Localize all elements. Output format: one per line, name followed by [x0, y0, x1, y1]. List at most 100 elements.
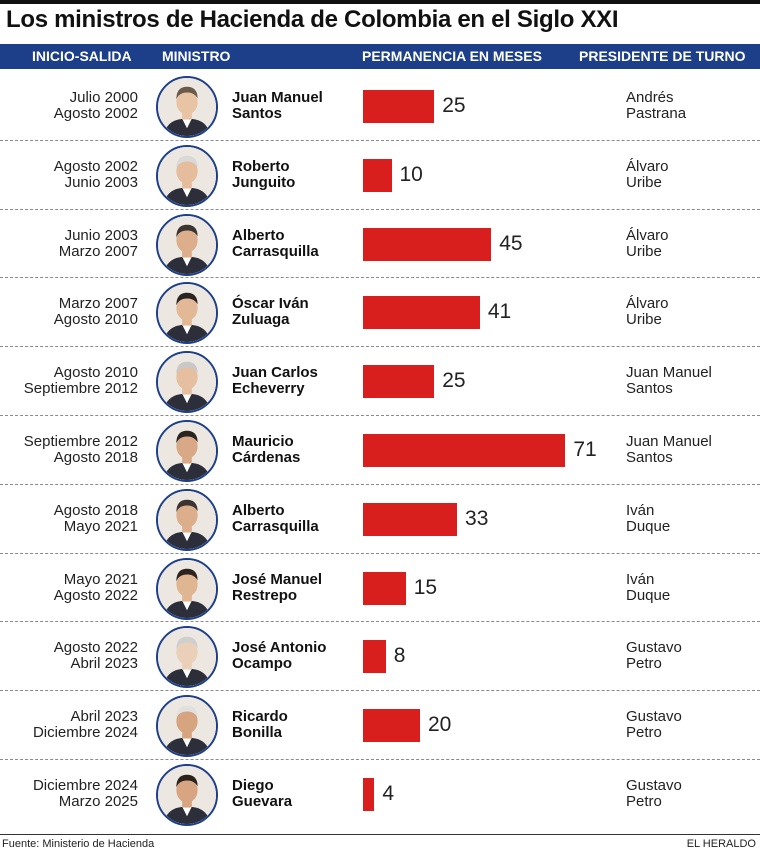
president-first-name: Juan Manuel: [626, 364, 712, 382]
minister-last-name: Restrepo: [232, 586, 298, 604]
start-date: Agosto 2010: [53, 364, 138, 382]
tenure-value-label: 8: [393, 644, 406, 668]
tenure-bar: [363, 433, 566, 467]
president-last-name: Petro: [626, 655, 662, 673]
minister-name: Alberto Carrasquilla: [232, 227, 319, 260]
portrait-silhouette-icon: [158, 490, 216, 549]
president-last-name: Santos: [626, 448, 673, 466]
minister-portrait: [156, 144, 218, 207]
tenure-bar: [363, 571, 406, 605]
president-name: Andrés Pastrana: [626, 90, 686, 122]
minister-name: José Manuel Restrepo: [232, 571, 322, 604]
table-row: Mayo 2021 Agosto 2022 José Manuel Restrepo 1…: [0, 554, 760, 623]
tenure-dates: Abril 2023 Diciembre 2024: [33, 709, 138, 741]
minister-portrait: [156, 419, 218, 482]
minister-first-name: José Antonio: [232, 639, 327, 657]
minister-name: Diego Guevara: [232, 777, 293, 810]
minister-last-name: Bonilla: [232, 724, 283, 742]
tenure-dates: Septiembre 2012 Agosto 2018: [24, 433, 138, 466]
minister-name: Juan Manuel Santos: [232, 90, 323, 122]
minister-last-name: Carrasquilla: [232, 242, 319, 260]
table-row: Agosto 2002 Junio 2003 Roberto Junguito 10 Ál…: [0, 141, 760, 210]
table-row: Marzo 2007 Agosto 2010 Óscar Iván Zuluaga 41…: [0, 278, 760, 348]
tenure-bar: [363, 158, 392, 192]
minister-name: Ricardo Bonilla: [232, 709, 288, 741]
tenure-bar: [363, 502, 458, 536]
president-last-name: Uribe: [626, 242, 662, 260]
minister-rows: Julio 2000 Agosto 2002 Juan Manuel Santos 25…: [0, 72, 760, 829]
minister-last-name: Guevara: [232, 792, 293, 810]
table-row: Septiembre 2012 Agosto 2018 Mauricio Cárden…: [0, 416, 760, 485]
tenure-bar: [363, 296, 480, 330]
end-date: Agosto 2002: [53, 105, 138, 122]
end-date: Agosto 2010: [53, 311, 138, 329]
president-first-name: Álvaro: [626, 295, 669, 313]
table-header: INICIO-SALIDA MINISTRO PERMANENCIA EN ME…: [0, 44, 760, 69]
minister-portrait: [156, 557, 218, 620]
table-row: Julio 2000 Agosto 2002 Juan Manuel Santos 25…: [0, 72, 760, 141]
minister-last-name: Echeverry: [232, 380, 305, 398]
president-name: Juan Manuel Santos: [626, 433, 712, 466]
president-first-name: Andrés: [626, 89, 674, 106]
top-rule: [0, 0, 760, 4]
president-name: Álvaro Uribe: [626, 227, 669, 260]
chart-title: Los ministros de Hacienda de Colombia en…: [6, 6, 619, 33]
header-president: PRESIDENTE DE TURNO: [579, 48, 746, 64]
minister-name: Óscar Iván Zuluaga: [232, 296, 309, 328]
start-date: Junio 2003: [64, 226, 138, 244]
table-row: Agosto 2018 Mayo 2021 Alberto Carrasquilla 3…: [0, 485, 760, 554]
start-date: Mayo 2021: [63, 570, 138, 588]
portrait-silhouette-icon: [158, 697, 216, 756]
minister-portrait: [156, 351, 218, 414]
table-row: Agosto 2022 Abril 2023 José Antonio Ocampo 8…: [0, 622, 760, 692]
tenure-dates: Marzo 2007 Agosto 2010: [54, 296, 138, 328]
minister-last-name: Ocampo: [232, 655, 293, 673]
tenure-value-label: 4: [382, 781, 395, 805]
minister-portrait: [156, 695, 218, 758]
president-last-name: Duque: [626, 586, 671, 604]
minister-portrait: [156, 488, 218, 551]
president-name: Gustavo Petro: [626, 709, 682, 741]
tenure-dates: Agosto 2018 Mayo 2021: [53, 501, 138, 535]
minister-last-name: Carrasquilla: [232, 517, 319, 535]
president-name: Iván Duque: [626, 571, 671, 604]
minister-first-name: Mauricio: [232, 432, 294, 450]
minister-first-name: Roberto: [232, 157, 290, 175]
minister-first-name: Óscar Iván: [232, 295, 309, 313]
tenure-dates: Agosto 2022 Abril 2023: [54, 640, 138, 672]
end-date: Septiembre 2012: [23, 380, 138, 398]
portrait-silhouette-icon: [158, 559, 216, 618]
end-date: Agosto 2022: [53, 586, 138, 604]
minister-last-name: Santos: [232, 105, 283, 122]
minister-first-name: Juan Carlos: [232, 364, 318, 382]
tenure-bar: [363, 640, 386, 674]
end-date: Abril 2023: [70, 655, 138, 673]
portrait-silhouette-icon: [158, 628, 216, 687]
president-first-name: Álvaro: [626, 157, 669, 175]
tenure-value-label: 71: [573, 437, 597, 461]
president-name: Juan Manuel Santos: [626, 365, 712, 397]
minister-portrait: [156, 282, 218, 345]
portrait-silhouette-icon: [158, 146, 216, 205]
tenure-value-label: 15: [413, 575, 438, 599]
end-date: Agosto 2018: [53, 448, 138, 466]
start-date: Agosto 2018: [53, 501, 138, 519]
start-date: Agosto 2002: [53, 157, 138, 175]
minister-first-name: Ricardo: [232, 708, 288, 726]
president-name: Iván Duque: [626, 502, 670, 535]
source-note: Fuente: Ministerio de Hacienda: [2, 838, 155, 850]
minister-name: Juan Carlos Echeverry: [232, 365, 318, 397]
tenure-bar: [363, 709, 420, 743]
start-date: Diciembre 2024: [32, 776, 138, 794]
end-date: Diciembre 2024: [32, 724, 138, 742]
minister-portrait: [156, 213, 218, 276]
tenure-value-label: 25: [442, 94, 466, 117]
header-minister: MINISTRO: [162, 48, 231, 64]
portrait-silhouette-icon: [158, 353, 216, 412]
start-date: Julio 2000: [69, 89, 138, 106]
president-last-name: Petro: [626, 792, 662, 810]
president-name: Gustavo Petro: [626, 777, 682, 810]
minister-last-name: Junguito: [232, 173, 296, 191]
start-date: Marzo 2007: [58, 295, 138, 313]
minister-name: José Antonio Ocampo: [232, 640, 326, 672]
